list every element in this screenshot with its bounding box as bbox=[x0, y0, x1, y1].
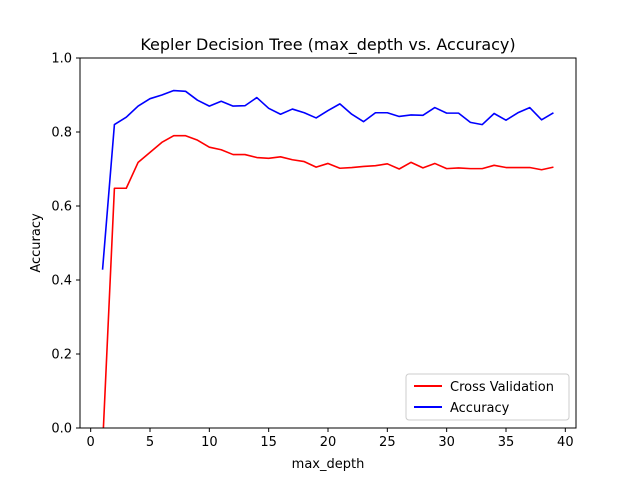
x-axis: 0 5 10 15 20 25 30 35 40 bbox=[87, 428, 574, 450]
legend-label-accuracy: Accuracy bbox=[450, 401, 510, 416]
legend-label-cross-validation: Cross Validation bbox=[450, 380, 554, 395]
x-tick-label: 10 bbox=[201, 435, 218, 450]
y-tick-label: 0.4 bbox=[51, 274, 72, 289]
x-tick-label: 35 bbox=[498, 435, 515, 450]
y-tick-label: 0.8 bbox=[51, 126, 72, 141]
series-line-cross-validation bbox=[102, 134, 554, 428]
x-axis-label: max_depth bbox=[292, 457, 365, 472]
chart-title: Kepler Decision Tree (max_depth vs. Accu… bbox=[140, 35, 515, 55]
y-axis-label: Accuracy bbox=[29, 213, 44, 273]
y-tick-label: 0.2 bbox=[51, 348, 72, 363]
x-tick-label: 20 bbox=[320, 435, 337, 450]
x-tick-label: 5 bbox=[146, 435, 154, 450]
plot-frame bbox=[79, 57, 577, 429]
x-tick-label: 30 bbox=[438, 435, 455, 450]
x-tick-label: 0 bbox=[87, 435, 95, 450]
y-tick-label: 1.0 bbox=[51, 52, 72, 67]
x-tick-label: 15 bbox=[260, 435, 277, 450]
y-axis: 0.0 0.2 0.4 0.6 0.8 1.0 bbox=[51, 52, 80, 437]
x-tick-label: 40 bbox=[557, 435, 574, 450]
y-tick-label: 0.0 bbox=[51, 422, 72, 437]
y-tick-label: 0.6 bbox=[51, 200, 72, 215]
x-tick-label: 25 bbox=[379, 435, 396, 450]
legend-box bbox=[405, 373, 570, 421]
legend: Cross Validation Accuracy bbox=[405, 373, 570, 421]
series-line-accuracy bbox=[101, 89, 554, 270]
